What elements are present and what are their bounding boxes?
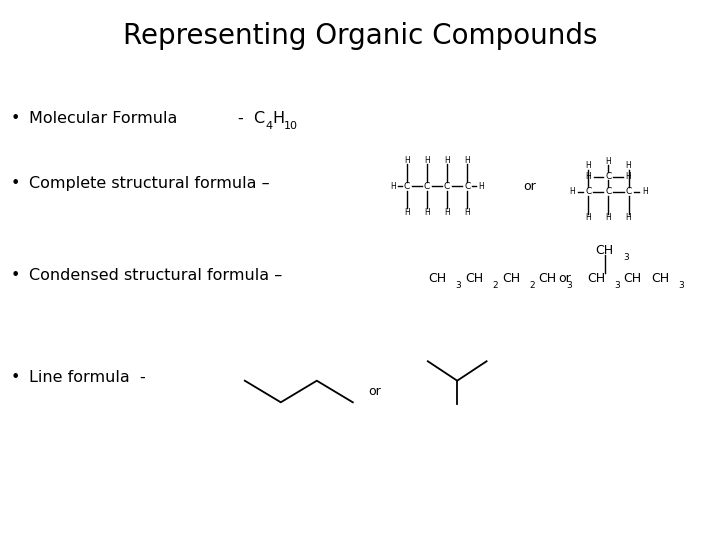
Text: H: H <box>444 208 450 217</box>
Text: C: C <box>606 172 611 181</box>
Text: -  C: - C <box>238 111 265 126</box>
Text: H: H <box>464 156 470 165</box>
Text: 3: 3 <box>456 281 462 289</box>
Text: •: • <box>11 111 20 126</box>
Text: C: C <box>404 182 410 191</box>
Text: H: H <box>424 156 430 165</box>
Text: C: C <box>626 187 631 196</box>
Text: H: H <box>424 208 430 217</box>
Text: H: H <box>272 111 284 126</box>
Text: H: H <box>464 208 470 217</box>
Text: H: H <box>444 156 450 165</box>
Text: CH: CH <box>502 272 520 285</box>
Text: CH: CH <box>428 272 446 285</box>
Text: CH: CH <box>624 272 642 285</box>
Text: C: C <box>424 182 430 191</box>
Text: CH: CH <box>539 272 557 285</box>
Text: or: or <box>368 385 381 398</box>
Text: H: H <box>626 161 631 170</box>
Text: C: C <box>444 182 450 191</box>
Text: H: H <box>642 187 647 196</box>
Text: H: H <box>585 172 591 181</box>
Text: 3: 3 <box>614 281 620 289</box>
Text: C: C <box>464 182 470 191</box>
Text: H: H <box>404 156 410 165</box>
Text: Molecular Formula: Molecular Formula <box>29 111 177 126</box>
Text: 4: 4 <box>265 122 272 131</box>
Text: C: C <box>606 187 611 196</box>
Text: H: H <box>585 161 591 170</box>
Text: H: H <box>479 182 485 191</box>
Text: CH: CH <box>595 244 613 256</box>
Text: H: H <box>606 157 611 166</box>
Text: Condensed structural formula –: Condensed structural formula – <box>29 268 282 283</box>
Text: 2: 2 <box>492 281 498 289</box>
Text: CH: CH <box>465 272 483 285</box>
Text: Complete structural formula –: Complete structural formula – <box>29 176 269 191</box>
Text: •: • <box>11 370 20 386</box>
Text: H: H <box>626 213 631 222</box>
Text: or: or <box>523 180 536 193</box>
Text: H: H <box>585 213 591 222</box>
Text: or: or <box>558 272 571 285</box>
Text: Line formula  -: Line formula - <box>29 370 145 386</box>
Text: CH: CH <box>651 272 669 285</box>
Text: H: H <box>570 187 575 196</box>
Text: •: • <box>11 176 20 191</box>
Text: H: H <box>606 213 611 222</box>
Text: 3: 3 <box>623 253 629 261</box>
Text: •: • <box>11 268 20 283</box>
Text: H: H <box>404 208 410 217</box>
Text: C: C <box>585 187 591 196</box>
Text: 2: 2 <box>529 281 535 289</box>
Text: 3: 3 <box>678 281 684 289</box>
Text: CH: CH <box>587 272 605 285</box>
Text: H: H <box>390 182 395 191</box>
Text: 10: 10 <box>284 122 297 131</box>
Text: H: H <box>626 172 631 181</box>
Text: Representing Organic Compounds: Representing Organic Compounds <box>122 22 598 50</box>
Text: 3: 3 <box>566 281 572 289</box>
